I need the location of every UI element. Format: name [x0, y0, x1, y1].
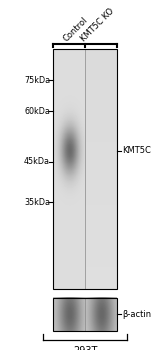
- Text: 75kDa: 75kDa: [24, 76, 50, 85]
- Text: 35kDa: 35kDa: [24, 198, 50, 207]
- Bar: [53, 49, 117, 289]
- Text: 60kDa: 60kDa: [24, 107, 50, 116]
- Text: 293T: 293T: [73, 346, 97, 350]
- Text: KMT5C KO: KMT5C KO: [79, 7, 116, 44]
- Text: KMT5C: KMT5C: [122, 146, 151, 155]
- Text: β-actin: β-actin: [122, 310, 151, 318]
- Text: 45kDa: 45kDa: [24, 157, 50, 166]
- Text: Control: Control: [61, 16, 89, 44]
- Bar: [53, 298, 117, 331]
